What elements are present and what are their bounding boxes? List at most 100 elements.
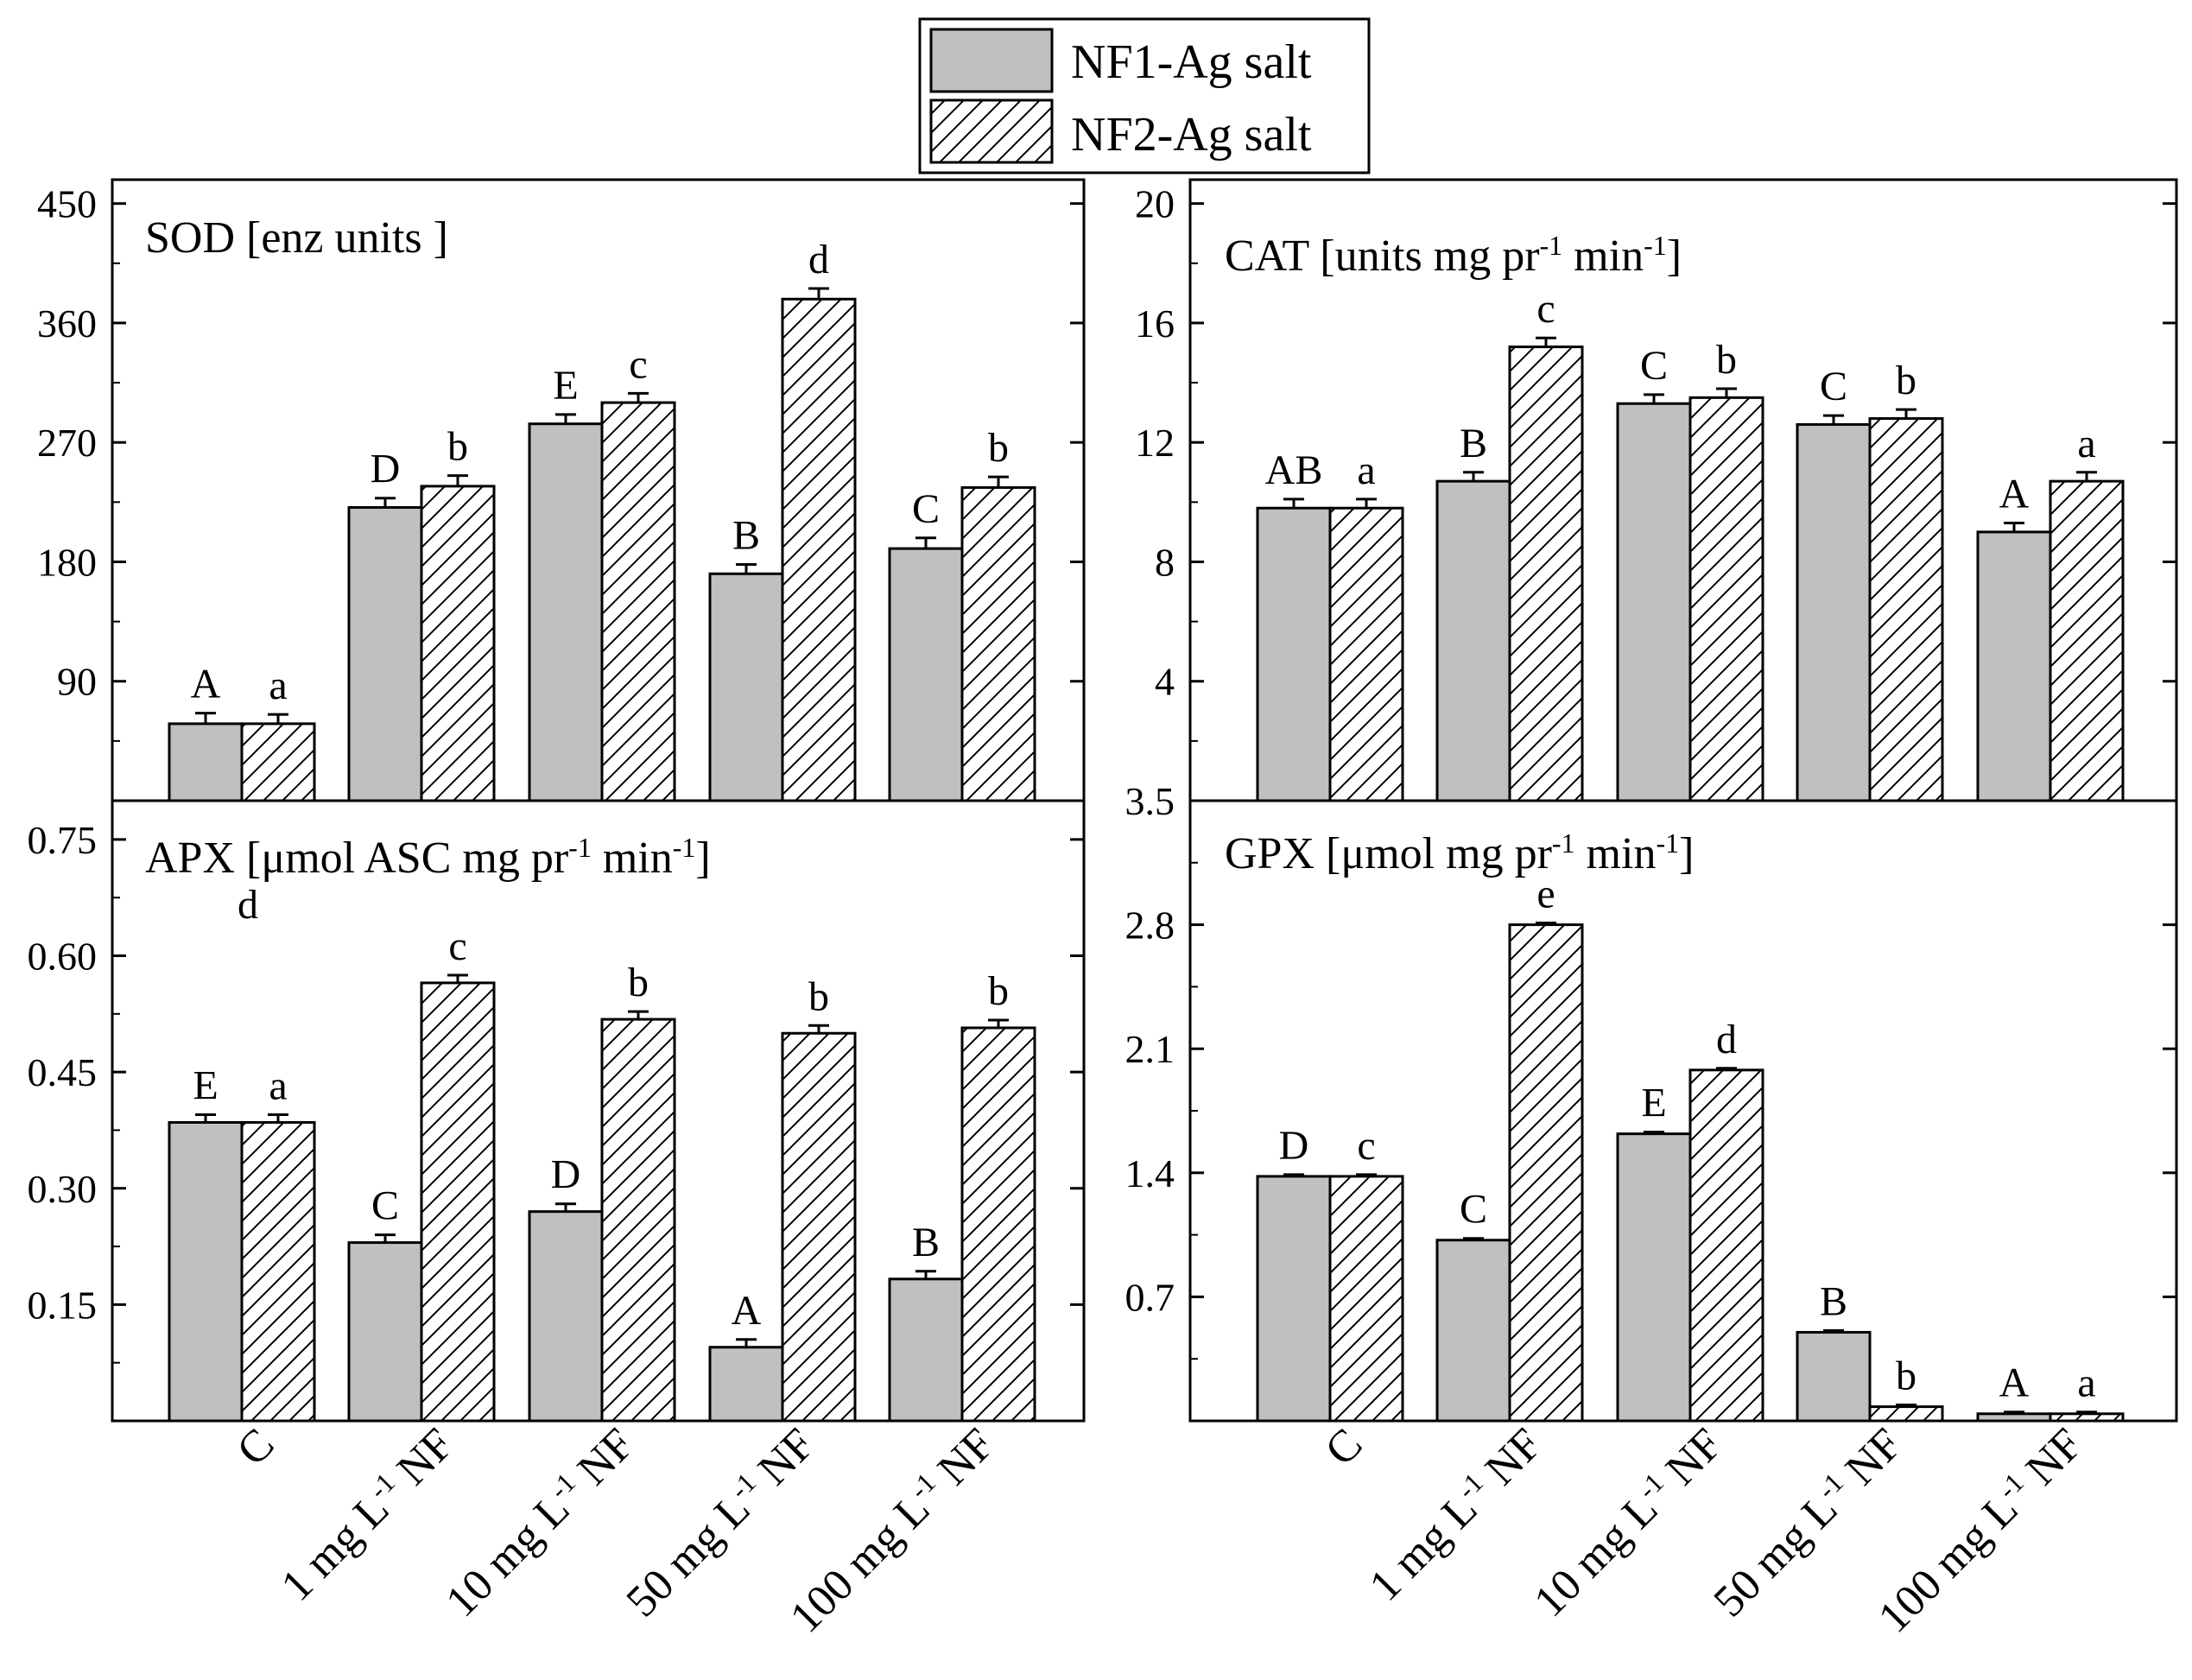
cat-bar-nf2 [2049, 479, 2125, 802]
legend: NF1-Ag salt NF2-Ag salt [918, 17, 1371, 174]
cat-bar-nf1 [1976, 530, 2052, 802]
sod-letter: b [447, 424, 468, 470]
legend-swatch-nf1 [929, 28, 1054, 93]
cat-ytick-label: 12 [1135, 421, 1175, 465]
sod-letter: A [191, 662, 221, 707]
sod-letter: c [629, 341, 647, 387]
sod-bar-nf2 [781, 297, 857, 802]
x-category-label: 10 mg L-1 NF [1524, 1418, 1732, 1626]
sod-bar-nf1 [708, 572, 784, 802]
sod-title: SOD [enz units ] [145, 213, 448, 263]
cat-bar-nf1 [1796, 422, 1872, 802]
apx-bar-nf2 [960, 1026, 1036, 1423]
apx-bar-nf1 [528, 1210, 604, 1423]
sod-letter: a [269, 662, 287, 708]
cat-letter: A [1999, 472, 2030, 517]
x-category-label: 10 mg L-1 NF [435, 1418, 643, 1626]
sod-ytick-label: 360 [37, 301, 97, 346]
cat-letter: C [1640, 343, 1668, 389]
apx-letter: b [808, 973, 829, 1019]
cat-ytick-label: 8 [1155, 540, 1175, 584]
apx-bar-nf1 [347, 1241, 423, 1423]
cat-bar-nf2 [1688, 396, 1764, 802]
apx-title: APX [μmol ASC mg pr-1 min-1] [145, 832, 711, 883]
apx-ytick-label: 0.30 [28, 1167, 98, 1211]
gpx-letter: d [1716, 1017, 1737, 1062]
gpx-bar-nf1 [1435, 1239, 1511, 1423]
cat-letter: C [1820, 364, 1847, 409]
sod-bar-nf2 [960, 485, 1036, 802]
sod-ytick-label: 270 [37, 421, 97, 465]
gpx-bar-nf2 [1688, 1068, 1764, 1423]
apx-ytick-label: 0.75 [28, 818, 98, 862]
sod-bar-nf2 [420, 485, 496, 802]
gpx-ytick-label: 2.8 [1125, 903, 1175, 948]
gpx-ytick-label: 1.4 [1125, 1151, 1175, 1195]
gpx-ytick-label: 0.7 [1125, 1275, 1175, 1319]
sod-bar-nf1 [528, 422, 604, 802]
cat-letter: AB [1265, 447, 1323, 493]
cat-bar-nf2 [1508, 346, 1584, 802]
sod-bar-nf1 [168, 722, 244, 802]
gpx-title: GPX [μmol mg pr-1 min-1] [1225, 827, 1694, 878]
cat-bar-nf2 [1868, 417, 1944, 802]
sod-bar-nf1 [888, 547, 964, 802]
x-category-label: 1 mg L-1 NF [1359, 1418, 1551, 1611]
apx-extra-letter: d [238, 882, 258, 928]
gpx-bar-nf1 [1976, 1412, 2052, 1423]
apx-letter: b [988, 968, 1009, 1014]
sod-letter: b [988, 425, 1009, 471]
gpx-letter: B [1820, 1278, 1847, 1324]
x-category-label: C [1316, 1419, 1372, 1475]
gpx-letter: b [1896, 1354, 1916, 1399]
apx-bar-nf2 [420, 981, 496, 1423]
panel-cat: 4 8 12 16 20 AB B C C Aa c b b a [1135, 178, 2178, 802]
legend-label-nf1: NF1-Ag salt [1071, 35, 1312, 89]
panel-gpx: 0.7 1.4 2.1 2.8 3.5 D C E B Ac e d b a [1125, 779, 2178, 1423]
cat-letter: a [2077, 421, 2095, 466]
gpx-ytick-label: 2.1 [1125, 1027, 1175, 1071]
sod-ytick-label: 450 [37, 182, 97, 226]
apx-bar-nf1 [168, 1120, 244, 1423]
sod-ytick-label: 180 [37, 540, 97, 584]
apx-bar-nf2 [781, 1031, 857, 1423]
apx-ytick-label: 0.60 [28, 935, 98, 979]
gpx-letter: E [1641, 1081, 1666, 1126]
x-category-label: C [228, 1419, 284, 1475]
gpx-bar-nf1 [1616, 1132, 1692, 1423]
gpx-letter: D [1279, 1123, 1309, 1169]
sod-letter: C [912, 486, 940, 532]
apx-letter: c [448, 923, 466, 969]
apx-letter: E [193, 1062, 218, 1108]
legend-label-nf2: NF2-Ag salt [1071, 108, 1312, 162]
x-category-label: 1 mg L-1 NF [270, 1418, 463, 1611]
apx-bar-nf1 [708, 1346, 784, 1423]
cat-ytick-label: 4 [1155, 660, 1175, 704]
gpx-bar-nf2 [1328, 1175, 1404, 1423]
gpx-bar-nf2 [1508, 923, 1584, 1423]
apx-ytick-label: 0.45 [28, 1050, 98, 1094]
cat-ytick-label: 20 [1135, 182, 1175, 226]
legend-swatch-nf2 [929, 98, 1054, 164]
apx-letter: a [269, 1062, 287, 1108]
cat-bar-nf1 [1256, 506, 1332, 802]
sod-letter: d [808, 237, 829, 282]
sod-bar-nf1 [347, 505, 423, 802]
cat-title: CAT [units mg pr-1 min-1] [1225, 230, 1682, 281]
cat-letter: a [1357, 447, 1375, 493]
sod-bar-nf2 [600, 401, 676, 802]
gpx-letter: a [2077, 1360, 2095, 1406]
gpx-ytick-label: 3.5 [1125, 779, 1175, 823]
apx-letter: B [912, 1220, 940, 1265]
panel-apx: 0.15 0.30 0.45 0.60 0.75 E C D A Ba c b b b [28, 799, 1086, 1423]
sod-letter: B [732, 513, 760, 559]
sod-ytick-label: 90 [57, 660, 97, 704]
apx-ytick-label: 0.15 [28, 1283, 98, 1327]
apx-letter: A [732, 1288, 762, 1334]
apx-letter: b [628, 960, 649, 1005]
gpx-bar-nf1 [1256, 1175, 1332, 1423]
panel-sod: 90 180 270 360 450 A D E B Ca b c d b [37, 178, 1086, 802]
apx-bar-nf2 [240, 1120, 316, 1423]
